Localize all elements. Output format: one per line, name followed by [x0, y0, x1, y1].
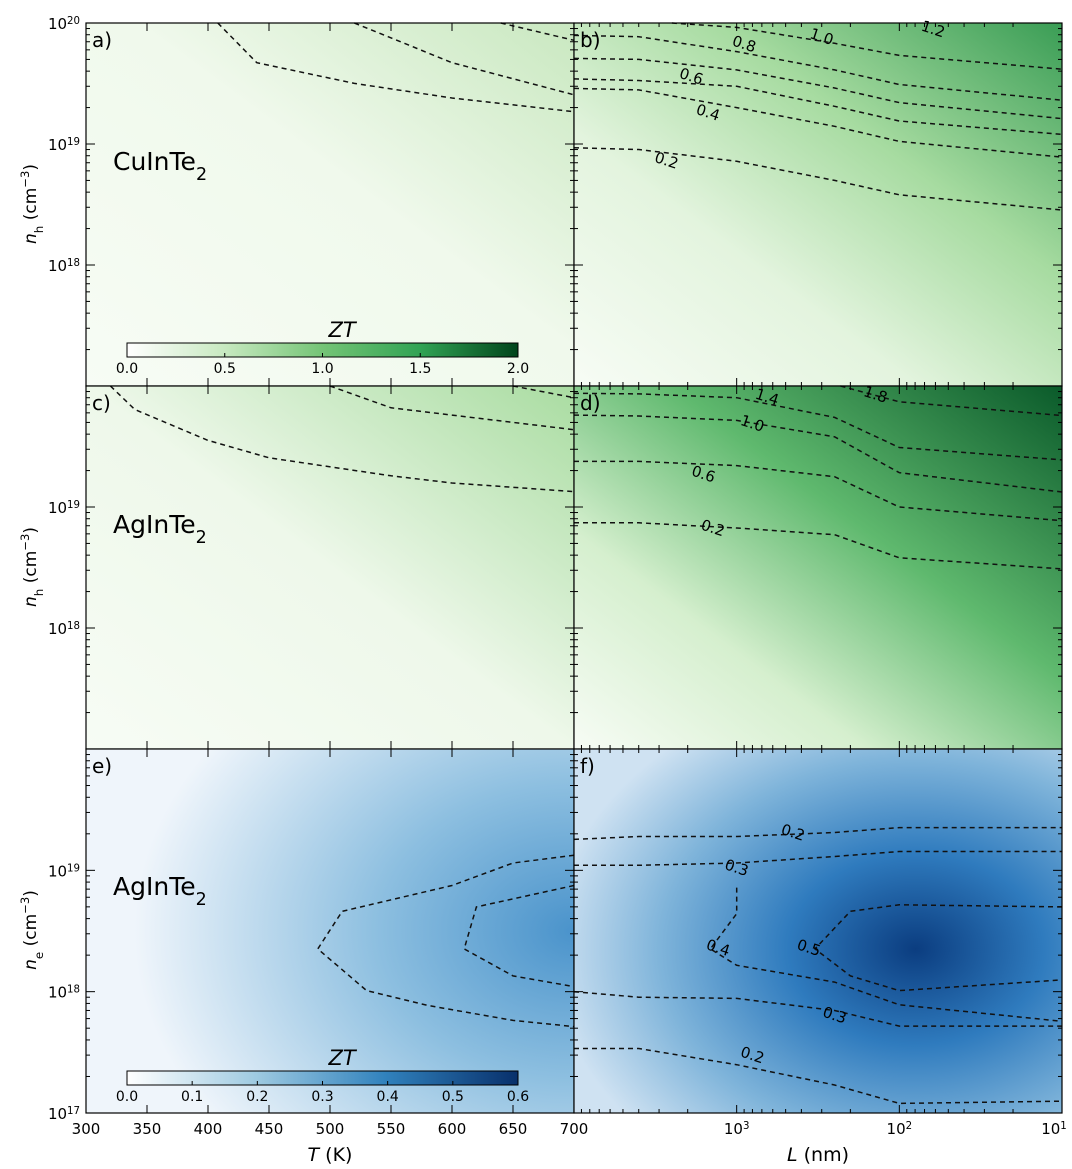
colorbar-tick-label: 0.5 — [442, 1089, 464, 1105]
colorbar-tick-label: 0.5 — [214, 361, 236, 377]
contour-line — [217, 22, 575, 113]
x-tick-label: 300 — [72, 1120, 101, 1138]
contour-line — [329, 385, 575, 431]
colorbar-tick-label: 0.0 — [116, 1089, 138, 1105]
x-tick-label: 600 — [438, 1120, 467, 1138]
contour-line — [573, 414, 1063, 493]
panel-b: 0.20.40.60.8 1.0 1.2b) — [573, 17, 1063, 387]
contour-line — [573, 990, 1062, 1027]
x-tick-label: 550 — [377, 1120, 406, 1138]
y-tick-label: 1017 — [48, 1105, 80, 1123]
heatmap-background — [86, 23, 574, 386]
contour-line — [354, 22, 575, 96]
contour-line — [463, 884, 575, 988]
y-tick-label: 1020 — [48, 15, 80, 33]
x-tick-label: 103 — [724, 1120, 750, 1138]
panel-c: c) AgInTe2 — [85, 385, 575, 750]
colorbar-title: ZT — [327, 1046, 357, 1070]
panel-label: e) — [92, 754, 112, 778]
colorbar-blue: ZT 0.0 0.1 0.2 0.3 0.4 0.5 0.6 — [116, 1046, 529, 1105]
x-axis-title-L: L (nm) — [787, 1144, 849, 1166]
contour-line — [574, 850, 1062, 867]
y-tick-label: 1018 — [48, 257, 80, 275]
panel-e: e) AgInTe2 — [85, 748, 575, 1114]
contour-line — [709, 887, 1063, 1023]
panel-label: c) — [92, 391, 111, 415]
contour-line — [840, 385, 1063, 417]
colorbar-tick-label: 0.2 — [246, 1089, 268, 1105]
colorbar-tick-label: 1.5 — [409, 361, 431, 377]
y-tick-label: 1018 — [48, 620, 80, 638]
x-tick-label: 102 — [887, 1120, 913, 1138]
y-tick-label: 1018 — [48, 984, 80, 1002]
y-tick-label: 1019 — [48, 136, 80, 154]
contour-line — [574, 522, 1063, 570]
x-tick-label: 350 — [133, 1120, 162, 1138]
colorbar-tick-label: 0.0 — [116, 361, 138, 377]
colorbar-title: ZT — [327, 318, 357, 342]
panel-label: b) — [580, 28, 601, 52]
contour-line — [109, 385, 575, 493]
contour-line — [316, 854, 575, 1028]
y-axis-title: nh (cm−3) — [18, 527, 46, 607]
axes-frame — [573, 748, 1063, 1114]
x-tick-label: 450 — [255, 1120, 284, 1138]
colorbar-tick-label: 0.4 — [377, 1089, 399, 1105]
x-tick-label: 400 — [194, 1120, 223, 1138]
x-tick-label: 101 — [1041, 1120, 1067, 1138]
contour-line — [573, 392, 1063, 461]
y-tick-label: 1019 — [48, 499, 80, 517]
colorbar-tick-label: 0.3 — [311, 1089, 333, 1105]
colorbar-tick-label: 0.1 — [181, 1089, 203, 1105]
contour-line — [512, 385, 575, 399]
material-label: AgInTe2 — [113, 872, 207, 910]
heatmap-background — [574, 386, 1062, 749]
heatmap-background — [574, 23, 1062, 386]
panel-label: d) — [580, 391, 601, 415]
colorbar-tick-label: 0.6 — [507, 1089, 529, 1105]
y-axis-title: nh (cm−3) — [18, 164, 46, 244]
panel-f: 0.20.30.4 0.50.30.2f) — [573, 748, 1063, 1114]
colorbar-tick-label: 2.0 — [507, 361, 529, 377]
x-tick-label: 650 — [499, 1120, 528, 1138]
panel-label: f) — [580, 754, 595, 778]
panel-d: 0.20.61.01.4 1.8d) — [573, 382, 1063, 750]
contour-line — [813, 904, 1063, 992]
material-label: CuInTe2 — [113, 147, 207, 185]
contour-line — [573, 826, 1062, 841]
colorbar-tick-label: 1.0 — [311, 361, 333, 377]
x-tick-label: 700 — [560, 1120, 589, 1138]
contour-line — [671, 22, 1063, 70]
x-tick-label: 500 — [316, 1120, 345, 1138]
panel-label: a) — [92, 28, 112, 52]
y-tick-label: 1019 — [48, 862, 80, 880]
x-axis-title-T: T (K) — [308, 1144, 353, 1166]
y-axis-title: ne (cm−3) — [18, 890, 46, 970]
heatmap-background — [86, 386, 574, 749]
heatmap-background — [574, 749, 1062, 1113]
colorbar-green: ZT 0.0 0.5 1.0 1.5 2.0 — [116, 318, 529, 377]
material-label: AgInTe2 — [113, 510, 207, 548]
